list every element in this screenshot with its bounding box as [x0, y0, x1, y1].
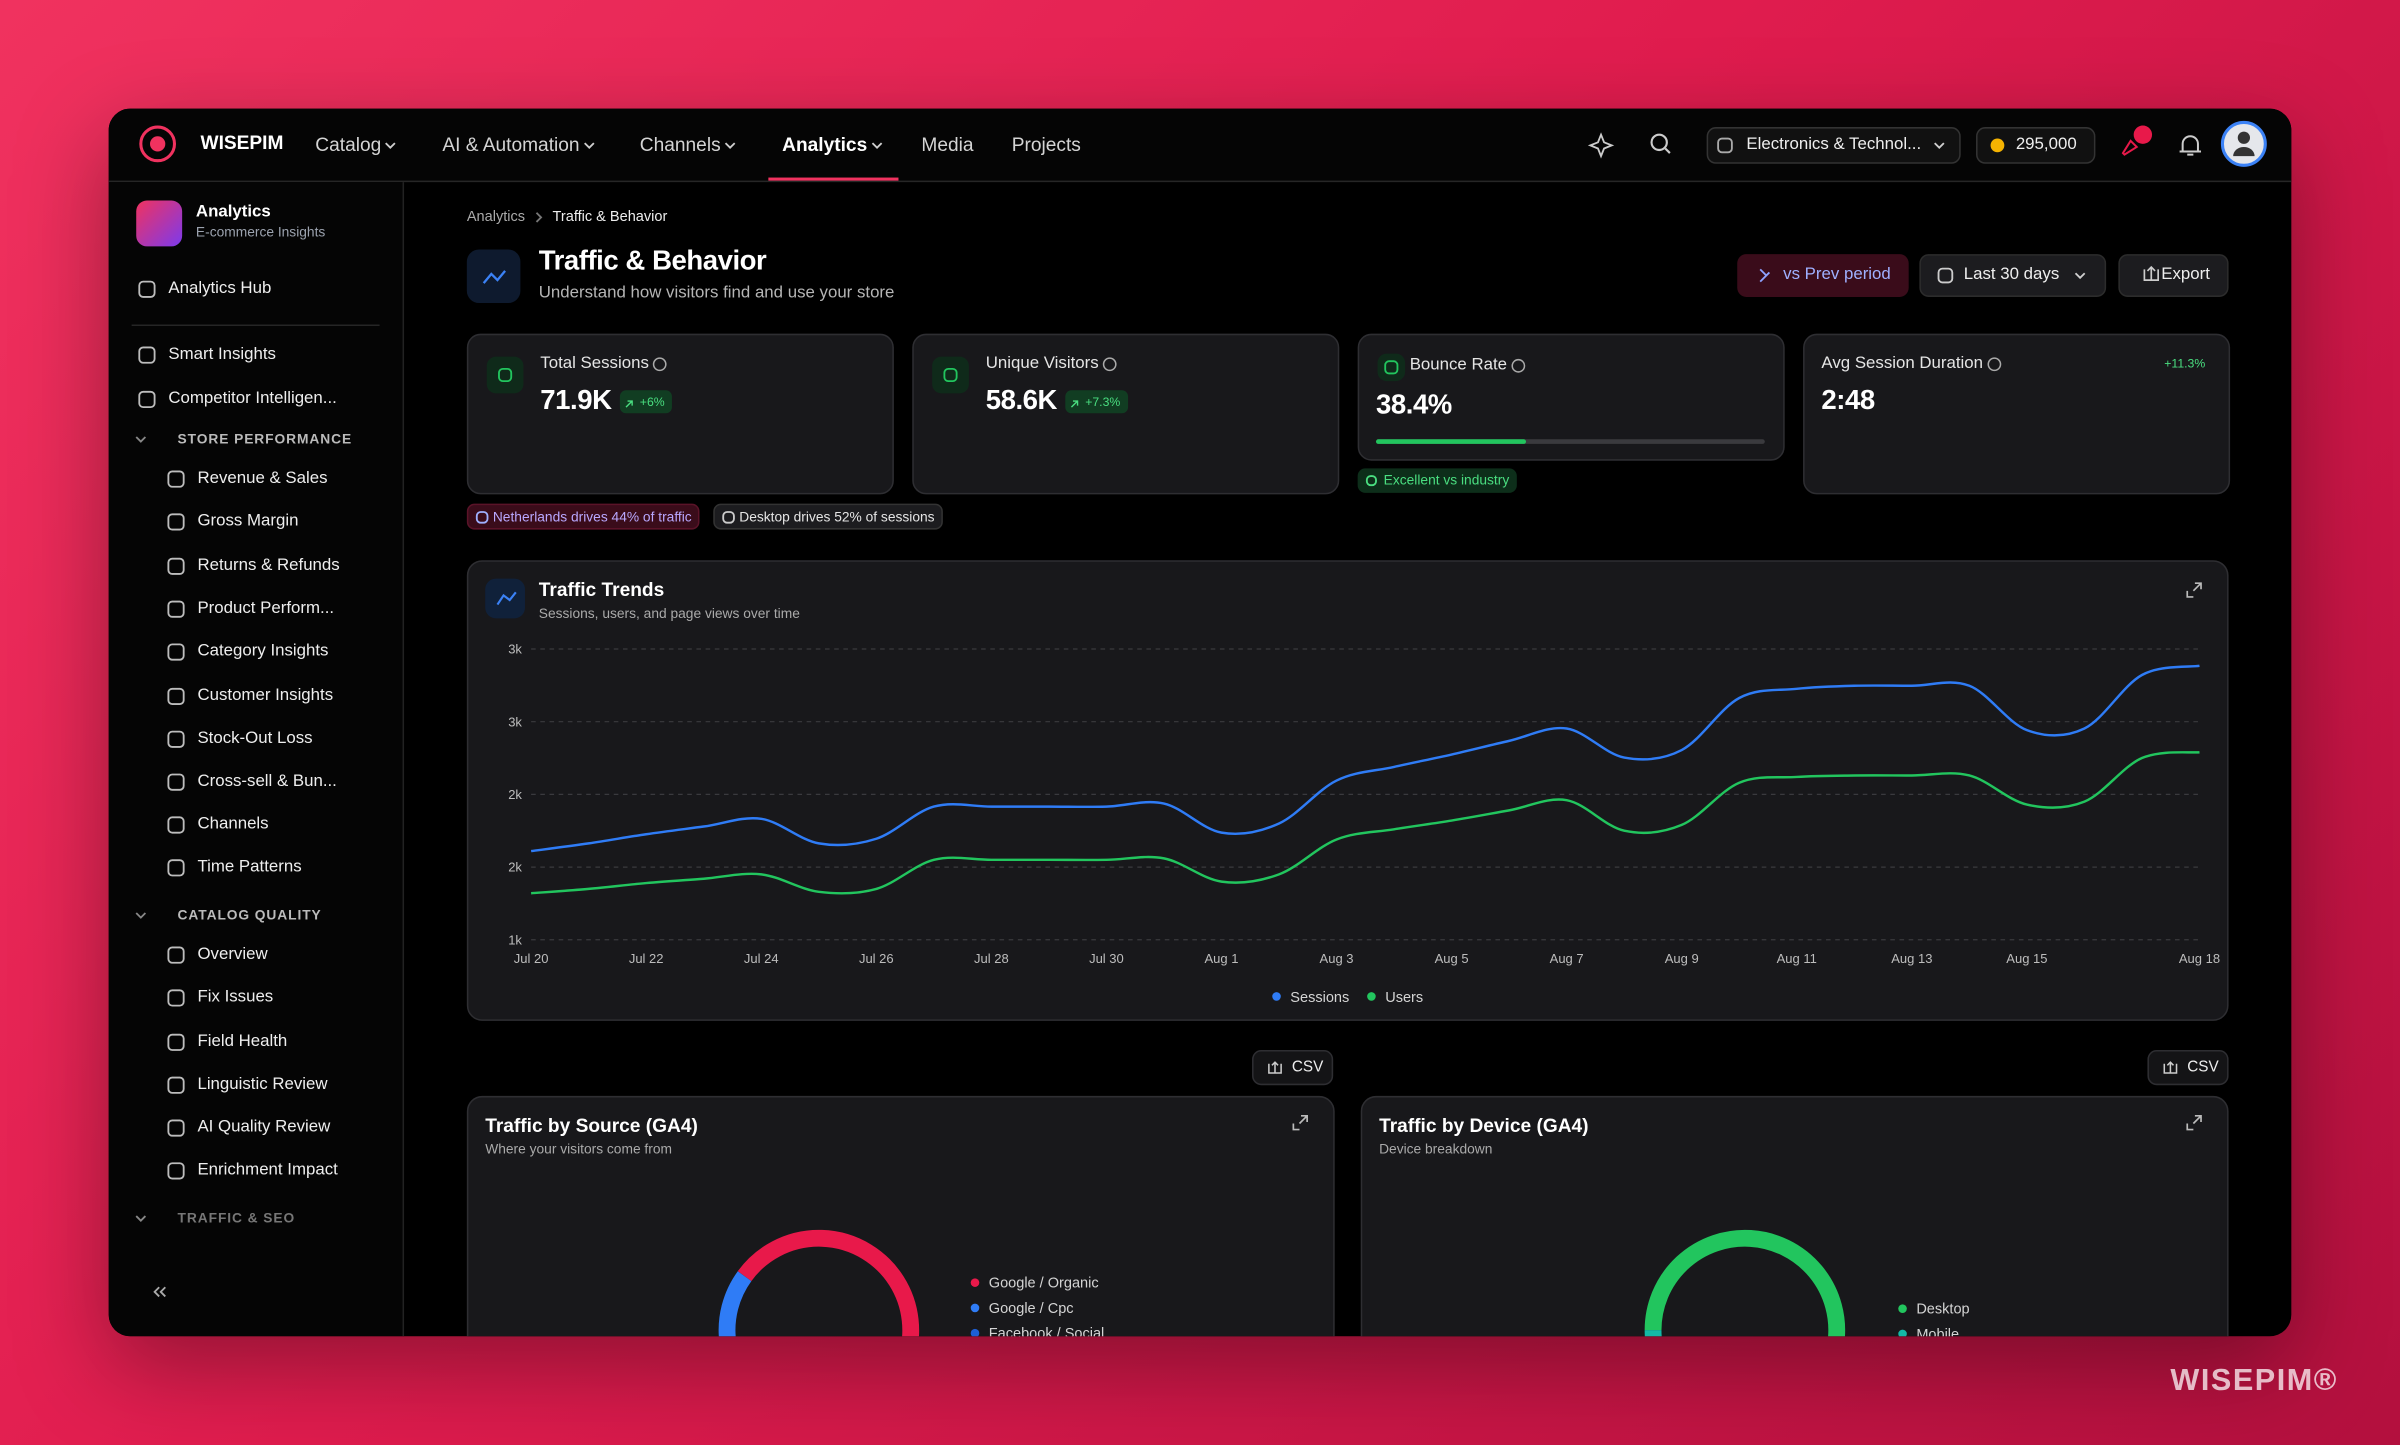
top-bar — [108, 108, 2292, 183]
header-icon — [466, 249, 521, 304]
kpi-icon — [486, 356, 524, 394]
sidebar-link[interactable]: Stock-Out Loss — [197, 729, 313, 748]
sidebar-link[interactable]: Product Perform... — [197, 599, 335, 618]
card-title: Traffic by Source (GA4) — [485, 1115, 698, 1137]
kpi-change: +6% — [639, 394, 665, 409]
kpi-label: Avg Session Duration — [1821, 354, 1984, 373]
nav-item[interactable]: Analytics — [782, 133, 868, 156]
kpi-change-chip: +6% — [619, 390, 672, 414]
kpi-change: +7.3% — [1085, 394, 1121, 409]
sidebar-link[interactable]: Competitor Intelligen... — [168, 389, 337, 408]
nav-item[interactable]: Projects — [1011, 133, 1081, 156]
page-subtitle: Understand how visitors find and use you… — [538, 283, 895, 303]
sidebar-logo — [136, 200, 183, 247]
range-label[interactable]: Last 30 days — [1963, 265, 2060, 284]
breadcrumb-current: Traffic & Behavior — [552, 208, 668, 226]
kpi-label: Bounce Rate — [1409, 355, 1508, 375]
notification-count[interactable]: 3 — [2139, 127, 2147, 142]
csv-button[interactable] — [2147, 1049, 2229, 1086]
insight-chip[interactable]: Netherlands drives 44% of traffic — [466, 503, 700, 530]
brand-name: WISEPIM — [200, 132, 284, 154]
chevron — [535, 212, 543, 223]
kpi-card — [1803, 333, 2231, 495]
sidebar-link[interactable]: Category Insights — [197, 641, 329, 661]
csv-label[interactable]: CSV — [2187, 1059, 2219, 1077]
compare-label[interactable]: vs Prev period — [1783, 265, 1891, 284]
csv-label[interactable]: CSV — [1291, 1059, 1324, 1077]
insight-text[interactable]: Netherlands drives 44% of traffic — [492, 509, 692, 525]
sidebar-link[interactable]: Time Patterns — [197, 857, 302, 877]
progress-track — [1376, 439, 1765, 444]
sidebar-link[interactable]: Revenue & Sales — [197, 468, 328, 488]
sidebar — [108, 182, 405, 1337]
chart-subtitle: Sessions, users, and page views over tim… — [538, 605, 800, 621]
sidebar-link[interactable]: Channels — [197, 814, 269, 834]
sidebar-link[interactable]: AI Quality Review — [197, 1117, 331, 1137]
insight-text[interactable]: Desktop drives 52% of sessions — [739, 509, 935, 525]
app-content: WISEPIM Catalog AI & Automation Channels Ana… — [108, 108, 2292, 1337]
card-subtitle: Device breakdown — [1379, 1141, 1493, 1157]
kpi-label: Total Sessions — [540, 354, 649, 373]
progress-fill — [1376, 439, 1526, 444]
chart-card — [466, 560, 2229, 1021]
card-subtitle: Where your visitors come from — [485, 1141, 672, 1157]
sidebar-link[interactable]: Fix Issues — [197, 987, 274, 1007]
credits-value[interactable]: 295,000 — [2015, 135, 2077, 154]
kpi-change: +11.3% — [2164, 356, 2206, 371]
card-title: Traffic by Device (GA4) — [1379, 1115, 1589, 1137]
nav-item[interactable]: AI & Automation — [442, 133, 580, 156]
nav-item[interactable]: Channels — [639, 133, 721, 156]
insight-chip[interactable]: Desktop drives 52% of sessions — [713, 503, 943, 530]
kpi-value: 71.9K — [540, 384, 612, 416]
sidebar-subtitle: E-commerce Insights — [195, 224, 326, 240]
sidebar-link[interactable]: Smart Insights — [168, 345, 276, 364]
sidebar-link[interactable]: Analytics Hub — [168, 279, 272, 298]
kpi-value: 58.6K — [985, 384, 1058, 416]
kpi-icon — [932, 356, 969, 394]
kpi-value: 2:48 — [1821, 384, 1875, 416]
csv-button[interactable] — [1252, 1049, 1334, 1086]
sidebar-section[interactable]: TRAFFIC & SEO — [177, 1210, 296, 1226]
sidebar-link[interactable]: Linguistic Review — [197, 1075, 328, 1094]
kpi-note: Excellent vs industry — [1383, 472, 1510, 488]
sidebar-title: Analytics — [195, 202, 271, 222]
breadcrumb-link[interactable]: Analytics — [466, 208, 526, 226]
sidebar-link[interactable]: Gross Margin — [197, 511, 299, 531]
nav-item[interactable]: Media — [921, 133, 974, 156]
kpi-icon — [1377, 353, 1406, 382]
kpi-card — [466, 333, 894, 495]
chart-icon — [485, 578, 525, 619]
sidebar-link[interactable]: Field Health — [197, 1032, 288, 1051]
export-label[interactable]: Export — [2161, 265, 2210, 284]
kpi-label: Unique Visitors — [985, 354, 1099, 373]
kpi-change-chip: +7.3% — [1065, 390, 1129, 414]
sidebar-link[interactable]: Returns & Refunds — [197, 556, 340, 575]
sidebar-section[interactable]: CATALOG QUALITY — [177, 907, 322, 923]
page-title: Traffic & Behavior — [538, 245, 767, 276]
workspace-select[interactable] — [1706, 127, 1961, 164]
sidebar-section[interactable]: STORE PERFORMANCE — [177, 431, 353, 447]
sidebar-divider — [131, 324, 380, 327]
kpi-note-chip: Excellent vs industry — [1357, 468, 1517, 493]
workspace-name[interactable]: Electronics & Technol... — [1746, 135, 1922, 154]
nav-item[interactable]: Catalog — [315, 133, 382, 156]
chart-title: Traffic Trends — [538, 579, 665, 601]
kpi-card — [912, 333, 1340, 495]
sidebar-link[interactable]: Enrichment Impact — [197, 1160, 338, 1180]
export-button[interactable] — [2118, 254, 2229, 297]
nav-active-indicator — [768, 177, 899, 181]
sidebar-link[interactable]: Overview — [197, 945, 268, 964]
sidebar-link[interactable]: Cross-sell & Bun... — [197, 772, 337, 791]
sidebar-link[interactable]: Customer Insights — [197, 686, 334, 705]
footer-brand: WISEPIM® — [2170, 1363, 2338, 1398]
app-window: WISEPIM Catalog AI & Automation Channels Ana… — [108, 108, 2292, 1337]
kpi-value: 38.4% — [1376, 389, 1452, 420]
